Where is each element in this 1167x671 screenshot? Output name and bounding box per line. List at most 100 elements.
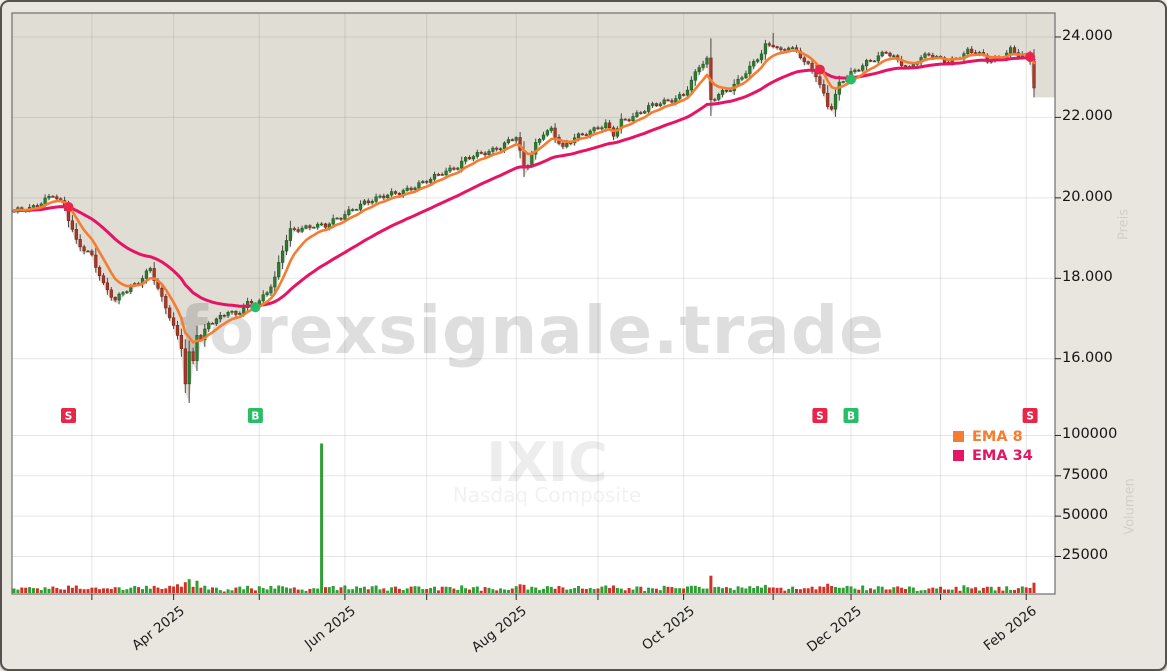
candle-body [724, 90, 728, 92]
candle-body [43, 197, 47, 205]
indicator-legend: EMA 8 EMA 34 [953, 427, 1033, 465]
candle-body [607, 122, 612, 129]
candle-body [354, 209, 359, 211]
candle-body [576, 133, 581, 139]
candle-body [226, 311, 230, 316]
volume-bar [802, 588, 806, 593]
candle-body [670, 100, 674, 103]
candle-body [853, 69, 857, 72]
volume-bar [510, 588, 514, 593]
volume-bar [658, 590, 662, 593]
candle-body [382, 195, 386, 199]
legend-label-ema34: EMA 34 [972, 447, 1033, 464]
candle-body [767, 43, 771, 46]
volume-bar [615, 588, 619, 593]
volume-bar [82, 589, 86, 593]
volume-bar [503, 589, 506, 593]
volume-bar [300, 589, 304, 593]
candle-body [1032, 61, 1036, 89]
candle-body [783, 49, 787, 51]
legend-item-ema8[interactable]: EMA 8 [953, 427, 1033, 446]
volume-bar [409, 586, 413, 593]
candle-body [358, 203, 363, 210]
candle-body [689, 79, 693, 91]
volume-bar [176, 584, 179, 593]
candle-body [366, 200, 370, 204]
volume-bar [713, 587, 717, 593]
candle-body [467, 157, 472, 160]
volume-bar [253, 590, 257, 593]
axis-ticks [91, 36, 1061, 600]
volume-bar [709, 575, 713, 593]
volume-bar [822, 586, 826, 593]
volume-bar [471, 587, 475, 593]
volume-bar [230, 590, 234, 593]
watermark-symbol: IXIC [486, 431, 607, 494]
volume-bar [55, 588, 59, 593]
volume-bar [639, 586, 643, 593]
volume-bar [670, 587, 674, 593]
volume-bar [736, 586, 740, 593]
volume-bar [783, 590, 787, 593]
volume-bar [884, 589, 888, 593]
candle-body [113, 296, 117, 301]
candle-body [744, 73, 748, 78]
volume-bar [378, 589, 382, 593]
candle-body [502, 142, 507, 149]
candle-body [175, 325, 180, 336]
candle-body [872, 60, 876, 63]
candle-body [214, 318, 219, 324]
candle-body [323, 223, 328, 228]
volume-bar [756, 586, 760, 593]
candle-body [292, 228, 296, 230]
volume-bar [701, 588, 705, 593]
candle-body [152, 268, 156, 281]
candle-body [432, 174, 437, 180]
candle-body [763, 43, 767, 55]
candle-body [397, 193, 402, 195]
candle-body [203, 328, 207, 341]
volume-bar [904, 589, 907, 593]
volume-bar [561, 587, 565, 593]
volume-bar [514, 586, 518, 593]
candle-body [347, 209, 351, 215]
volume-bar [721, 588, 724, 593]
candle-body [787, 47, 791, 51]
volume-bar [456, 589, 460, 593]
volume-bar [179, 586, 183, 593]
volume-bar [869, 588, 872, 593]
volume-bar [1016, 588, 1020, 593]
volume-bar [125, 589, 129, 593]
price-axis-title: Preis [1116, 208, 1132, 241]
candle-body [230, 310, 234, 313]
volume-bar [67, 585, 70, 593]
candle-body [927, 53, 931, 56]
volume-bar [900, 587, 904, 593]
volume-bar [577, 586, 580, 593]
candle-body [144, 270, 149, 279]
volume-bar [417, 586, 421, 593]
volume-bar [214, 587, 218, 593]
buy-cross-dot [846, 74, 856, 85]
volume-bar [678, 588, 682, 593]
volume-bar [740, 587, 744, 593]
volume-bar [242, 589, 246, 593]
volume-bar [1005, 586, 1009, 593]
price-axis-tick-label: 18.000 [1062, 269, 1113, 286]
candle-body [627, 119, 631, 122]
candle-body [448, 167, 452, 172]
volume-bar [152, 585, 156, 593]
candle-body [308, 225, 312, 228]
volume-bar [534, 587, 538, 593]
volume-bar [954, 586, 958, 593]
candle-body [125, 291, 129, 294]
volume-axis-tick-label: 100000 [1062, 426, 1118, 443]
candle-body [300, 227, 304, 232]
volume-bar [440, 586, 444, 593]
sell-cross-dot [63, 202, 74, 212]
candle-body [55, 196, 59, 200]
legend-item-ema34[interactable]: EMA 34 [953, 446, 1033, 465]
volume-bar [1028, 588, 1032, 593]
volume-bar [191, 586, 195, 593]
